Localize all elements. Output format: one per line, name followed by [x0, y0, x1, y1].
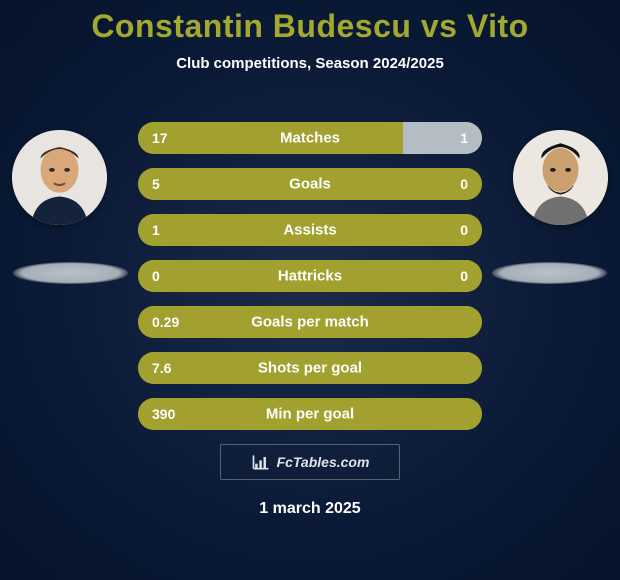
stat-bar: 7.6Shots per goal [138, 352, 482, 384]
stat-bar: 50Goals [138, 168, 482, 200]
logo-text: FcTables.com [277, 454, 370, 470]
avatar-shadow-right [492, 262, 607, 284]
stat-label: Shots per goal [138, 360, 482, 377]
avatar-shadow-left [13, 262, 128, 284]
stat-label: Min per goal [138, 406, 482, 423]
stat-bar: 390Min per goal [138, 398, 482, 430]
page-subtitle: Club competitions, Season 2024/2025 [0, 55, 620, 72]
stat-label: Goals per match [138, 314, 482, 331]
stat-label: Matches [138, 130, 482, 147]
stats-container: 171Matches 50Goals 10Assists 00Hattricks 0.2… [138, 122, 482, 430]
logo-box: FcTables.com [220, 444, 400, 480]
chart-icon [251, 452, 271, 472]
stat-bar: 10Assists [138, 214, 482, 246]
date-text: 1 march 2025 [0, 500, 620, 518]
stat-label: Goals [138, 176, 482, 193]
stat-bar: 171Matches [138, 122, 482, 154]
stat-bar: 0.29Goals per match [138, 306, 482, 338]
stat-label: Hattricks [138, 268, 482, 285]
stat-bar: 00Hattricks [138, 260, 482, 292]
avatar-player-right [513, 130, 608, 225]
stat-label: Assists [138, 222, 482, 239]
page-title: Constantin Budescu vs Vito [0, 0, 620, 45]
avatar-player-left [12, 130, 107, 225]
